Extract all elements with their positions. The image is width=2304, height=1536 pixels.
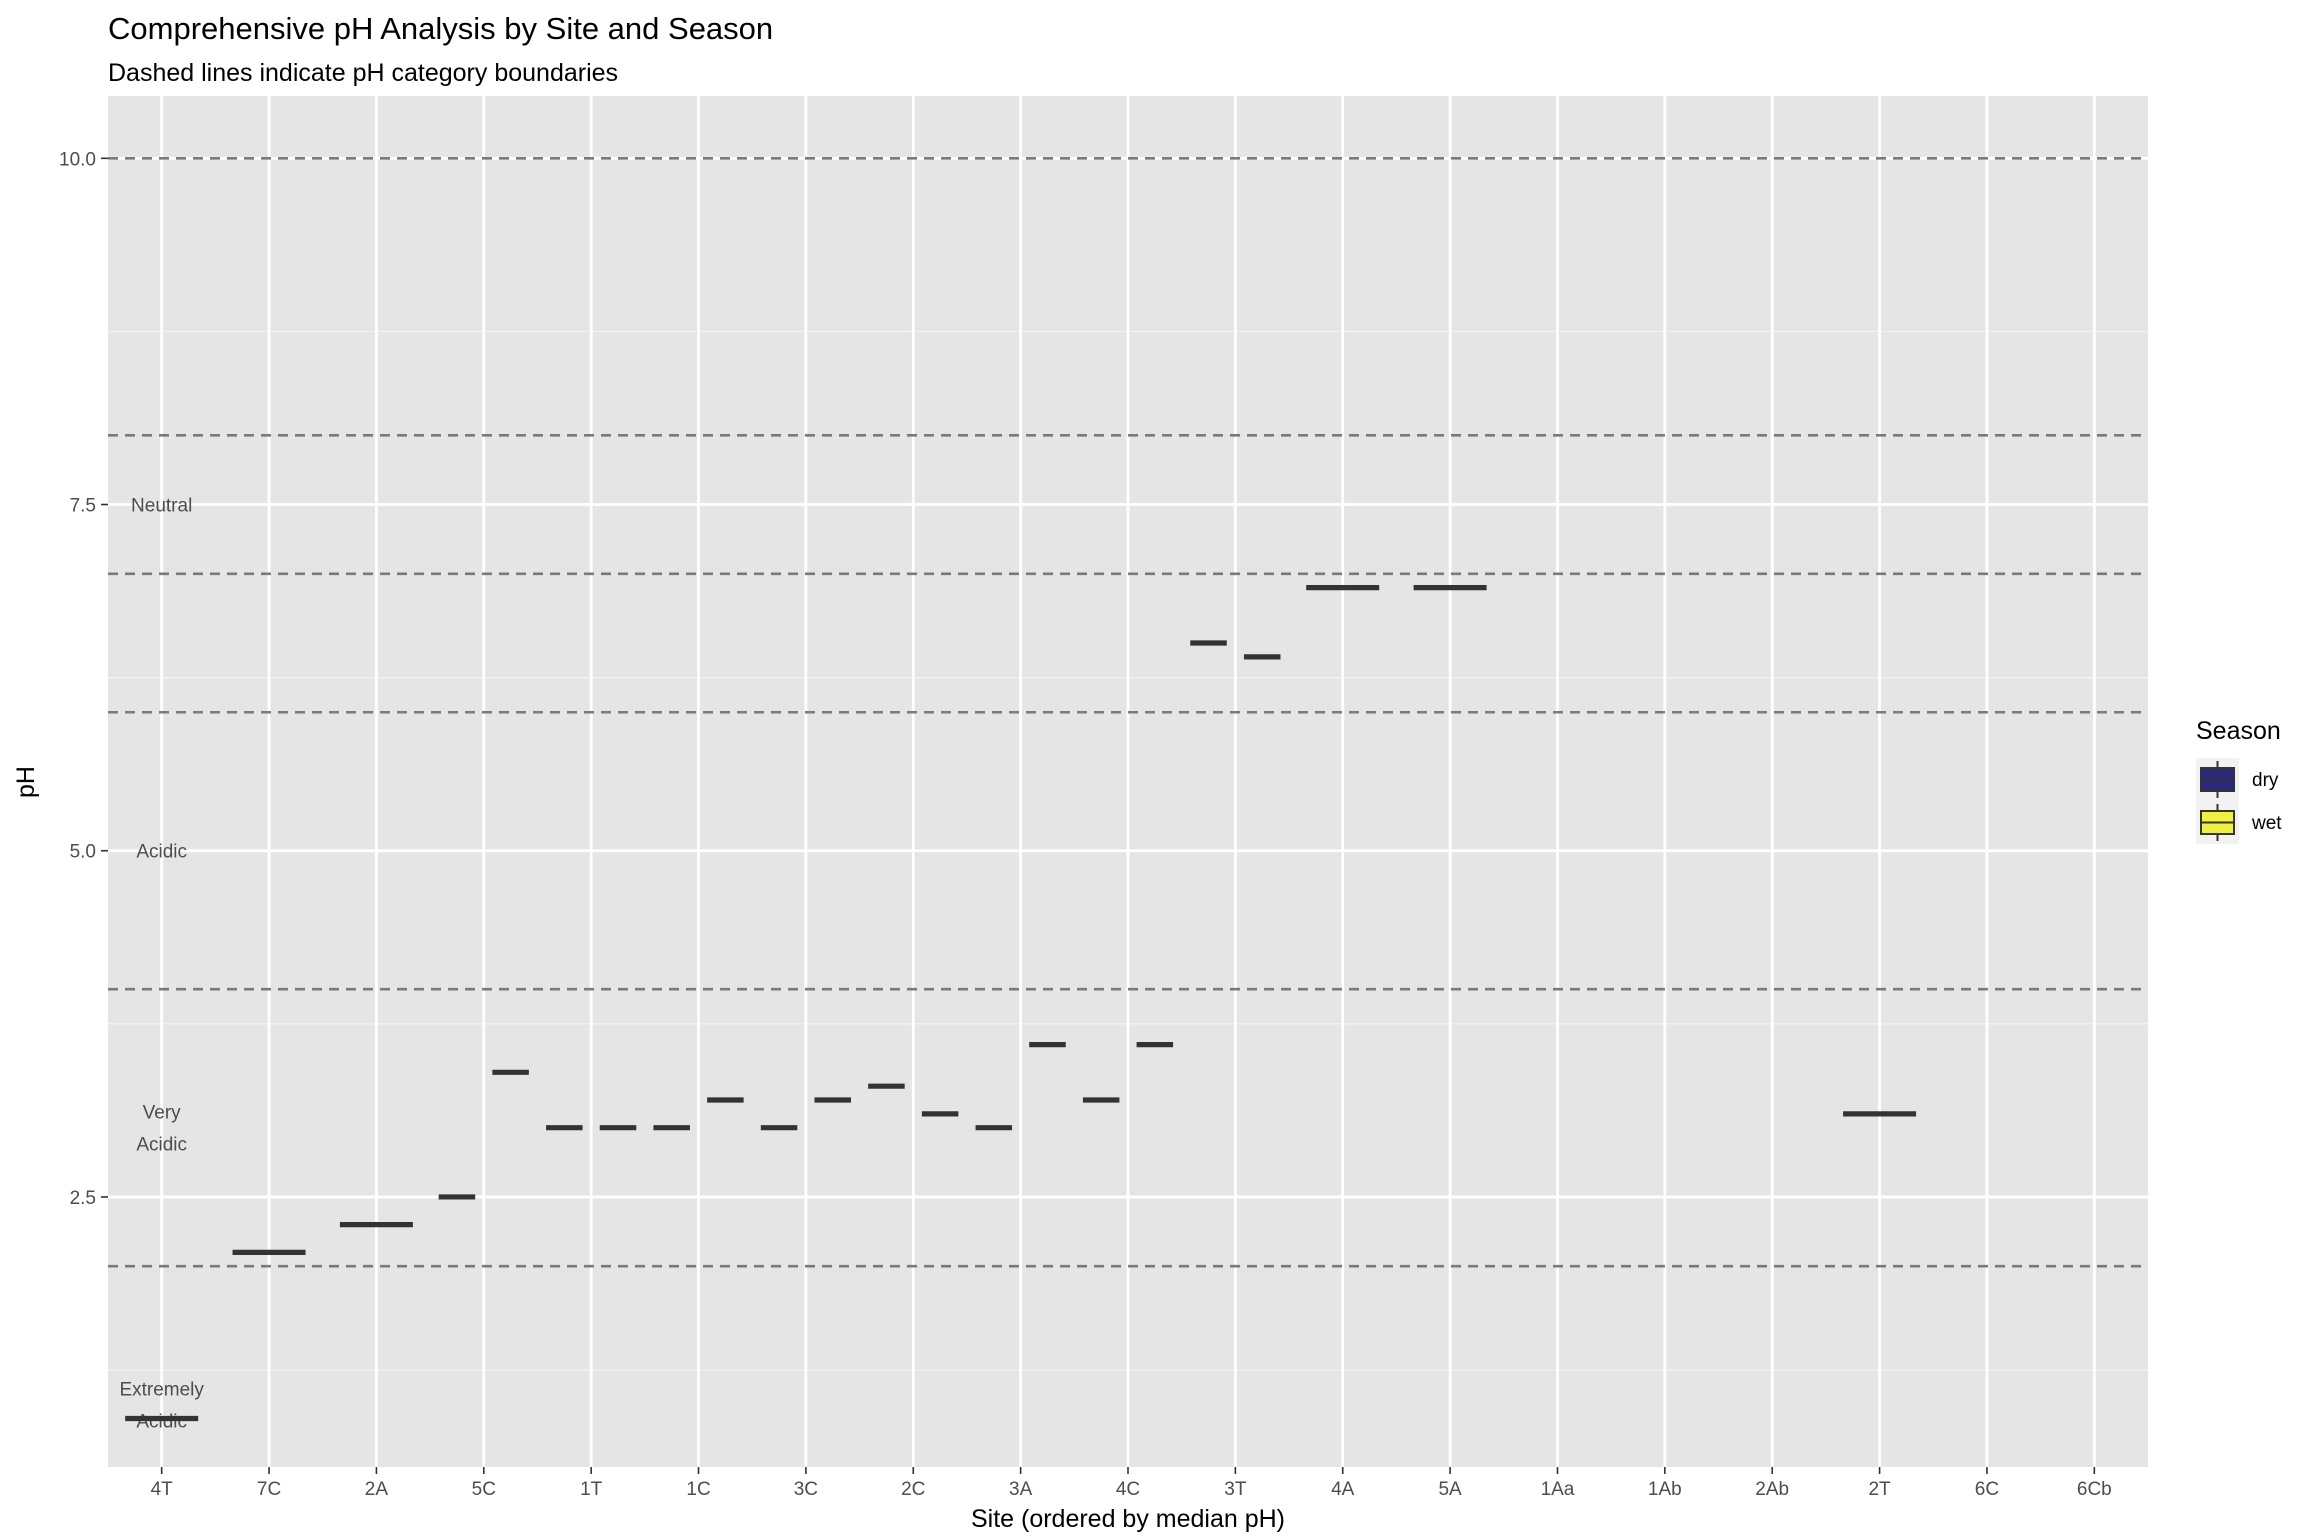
x-tick-label: 7C (257, 1479, 281, 1500)
category-label: Extremely (119, 1380, 204, 1401)
x-tick-label: 1Aa (1541, 1479, 1575, 1500)
data-marks (125, 585, 1917, 1422)
y-tick-label: 5.0 (70, 842, 96, 863)
chart-title: Comprehensive pH Analysis by Site and Se… (108, 11, 773, 46)
x-tick-label: 3C (794, 1479, 818, 1500)
category-label: Very (143, 1103, 182, 1124)
legend-title: Season (2196, 717, 2281, 745)
legend-label-wet: wet (2251, 813, 2282, 834)
x-tick-label: 5A (1438, 1479, 1462, 1500)
x-tick-label: 6C (1975, 1479, 1999, 1500)
x-axis-title: Site (ordered by median pH) (971, 1505, 1285, 1533)
y-tick-label: 2.5 (70, 1188, 96, 1209)
x-axis: 4T 7C 2A 5C 1T 1C 3C 2C 3A 4C 3T 4A 5A 1Aa 1Ab 2Ab 2T 6C 6… (151, 1467, 2112, 1500)
x-tick-label: 1Ab (1648, 1479, 1682, 1500)
x-tick-label: 4A (1331, 1479, 1355, 1500)
category-boundaries (108, 157, 2148, 1268)
category-label: Acidic (136, 1412, 187, 1433)
legend: Season dry wet (2196, 717, 2282, 844)
category-label: Neutral (131, 496, 192, 517)
x-tick-label: 3A (1009, 1479, 1033, 1500)
category-labels: Extremely Acidic Very Acidic Acidic Neutral (119, 496, 204, 1433)
x-tick-label: 2Ab (1755, 1479, 1789, 1500)
y-tick-label: 7.5 (70, 496, 96, 517)
y-axis: 2.5 5.0 7.5 10.0 (59, 149, 108, 1209)
x-tick-label: 5C (472, 1479, 496, 1500)
x-tick-label: 1C (686, 1479, 710, 1500)
y-axis-title: pH (12, 766, 40, 798)
x-tick-label: 4C (1116, 1479, 1140, 1500)
category-label: Acidic (136, 1135, 187, 1156)
category-label: Acidic (136, 842, 187, 863)
y-tick-label: 10.0 (59, 149, 96, 170)
x-tick-label: 4T (151, 1479, 174, 1500)
x-tick-label: 2A (365, 1479, 389, 1500)
legend-label-dry: dry (2252, 770, 2279, 791)
x-tick-label: 3T (1224, 1479, 1247, 1500)
x-tick-label: 1T (580, 1479, 603, 1500)
x-tick-label: 2T (1868, 1479, 1891, 1500)
chart-subtitle: Dashed lines indicate pH category bounda… (108, 59, 618, 87)
x-tick-label: 2C (901, 1479, 925, 1500)
x-tick-label: 6Cb (2077, 1479, 2112, 1500)
